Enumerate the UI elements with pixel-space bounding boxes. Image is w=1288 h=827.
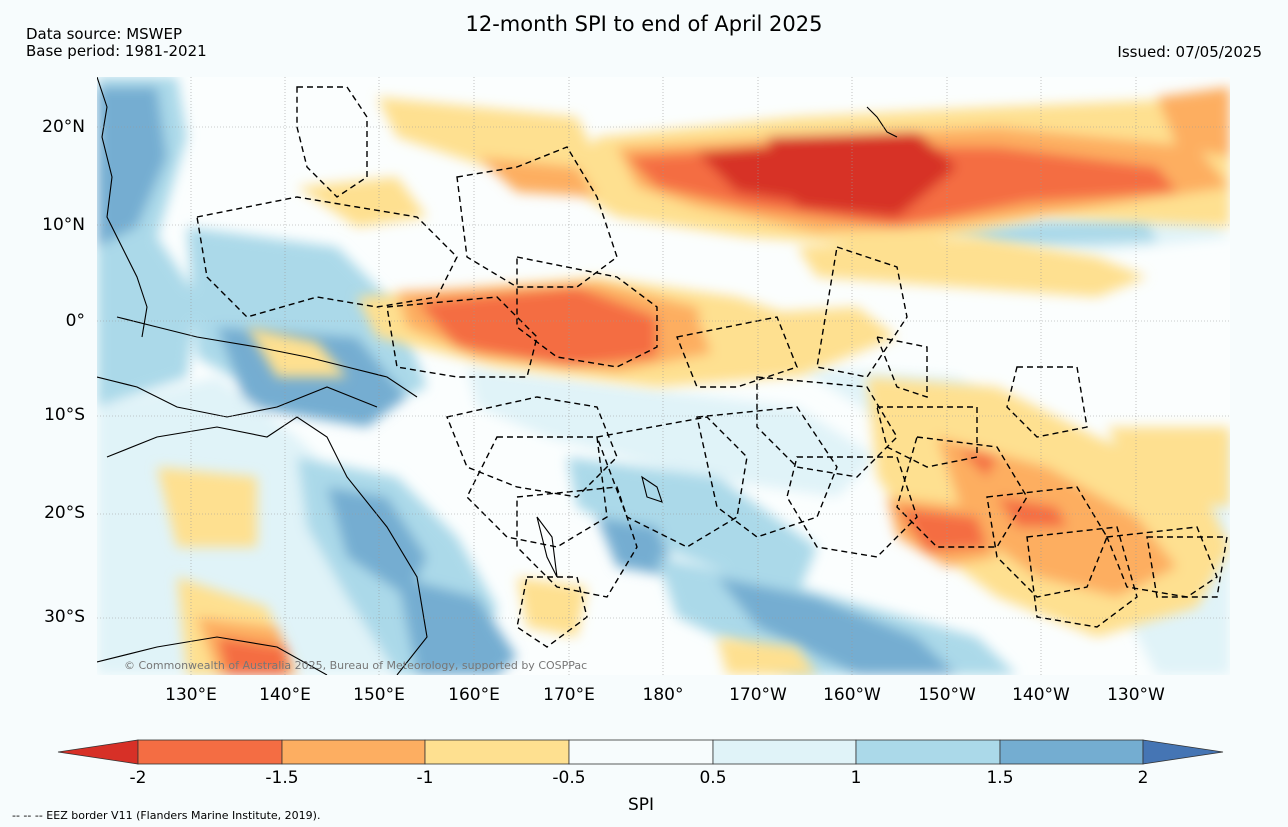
colorbar-segment bbox=[568, 739, 714, 765]
base-period-text: Base period: 1981-2021 bbox=[26, 42, 207, 60]
lon-label: 170°W bbox=[729, 685, 787, 705]
spi-map-canvas bbox=[97, 77, 1230, 675]
islands-coast bbox=[97, 376, 378, 418]
issued-date: Issued: 07/05/2025 bbox=[1117, 43, 1262, 61]
colorbar-segment bbox=[855, 739, 1001, 765]
lon-label: 130°W bbox=[1107, 685, 1165, 705]
colorbar-tick: -2 bbox=[129, 768, 147, 788]
colorbar-tick: -0.5 bbox=[552, 768, 586, 788]
hawaii bbox=[866, 106, 898, 138]
land-outlines bbox=[97, 77, 898, 675]
colorbar-tick: -1.5 bbox=[265, 768, 299, 788]
lat-label: 10°N bbox=[42, 215, 85, 235]
colorbar-canvas bbox=[57, 739, 1224, 765]
lat-label: 0° bbox=[65, 311, 85, 331]
colorbar-extend-low bbox=[57, 739, 139, 765]
colorbar bbox=[0, 735, 1288, 775]
eez-legend-note: -- -- -- EEZ border V11 (Flanders Marine… bbox=[12, 809, 321, 822]
philippines-coast bbox=[97, 77, 148, 338]
australia-south-coast bbox=[97, 636, 328, 675]
fiji bbox=[641, 475, 663, 503]
lon-label: 140°E bbox=[259, 685, 311, 705]
lat-label: 30°S bbox=[44, 607, 85, 627]
spi-map: © Commonwealth of Australia 2025, Bureau… bbox=[97, 77, 1230, 675]
lon-label: 150°W bbox=[918, 685, 976, 705]
lon-label: 160°E bbox=[448, 685, 500, 705]
source-info: Data source: MSWEP Base period: 1981-202… bbox=[26, 26, 207, 60]
colorbar-segment bbox=[281, 739, 426, 765]
lat-label: 20°N bbox=[42, 117, 85, 137]
colorbar-tick: 2 bbox=[1137, 768, 1149, 788]
graticule bbox=[97, 77, 1230, 675]
colorbar-label: SPI bbox=[628, 795, 655, 815]
lon-label: 180° bbox=[642, 685, 684, 705]
colorbar-tick: 1.5 bbox=[986, 768, 1014, 788]
colorbar-segment bbox=[137, 739, 283, 765]
australia-east-coast bbox=[106, 416, 428, 675]
lon-label: 130°E bbox=[165, 685, 217, 705]
dry-anomaly-regions bbox=[157, 87, 1230, 675]
colorbar-tick: -1 bbox=[416, 768, 434, 788]
lon-label: 150°E bbox=[353, 685, 405, 705]
colorbar-tick: 0.5 bbox=[699, 768, 727, 788]
map-title: 12-month SPI to end of April 2025 bbox=[465, 12, 823, 36]
lon-label: 160°W bbox=[823, 685, 881, 705]
lat-label: 10°S bbox=[44, 405, 85, 425]
colorbar-segment bbox=[999, 739, 1144, 765]
lat-label: 20°S bbox=[44, 503, 85, 523]
eez-borders bbox=[196, 86, 1228, 648]
lon-label: 140°W bbox=[1012, 685, 1070, 705]
colorbar-segment bbox=[424, 739, 570, 765]
data-source-text: Data source: MSWEP bbox=[26, 25, 183, 43]
copyright-notice: © Commonwealth of Australia 2025, Bureau… bbox=[124, 659, 588, 672]
colorbar-extend-high bbox=[1142, 739, 1224, 765]
new-guinea-north-coast bbox=[116, 316, 418, 398]
colorbar-segment bbox=[712, 739, 857, 765]
lon-label: 170°E bbox=[543, 685, 595, 705]
colorbar-tick: 1 bbox=[850, 768, 862, 788]
